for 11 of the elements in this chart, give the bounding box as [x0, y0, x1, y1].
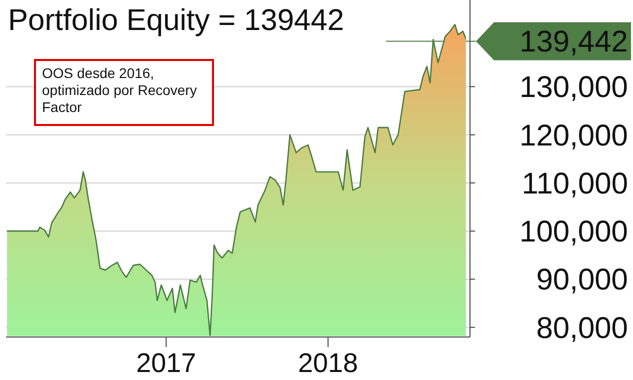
annotation: OOS desde 2016, optimizado por Recovery Factor — [42, 65, 197, 115]
x-tick-label: 2018 — [298, 348, 358, 378]
y-tick-label: 130,000 — [520, 71, 628, 104]
y-tick-label: 110,000 — [522, 167, 628, 200]
y-tick-label: 80,000 — [536, 312, 628, 345]
ref-line-label: 139,442 — [520, 26, 628, 59]
y-tick-label: 100,000 — [520, 216, 628, 249]
y-tick-label: 120,000 — [520, 119, 628, 152]
y-tick-label: 90,000 — [536, 264, 628, 297]
x-tick-label: 2017 — [136, 348, 196, 378]
chart-title: Portfolio Equity = 139442 — [8, 4, 344, 37]
